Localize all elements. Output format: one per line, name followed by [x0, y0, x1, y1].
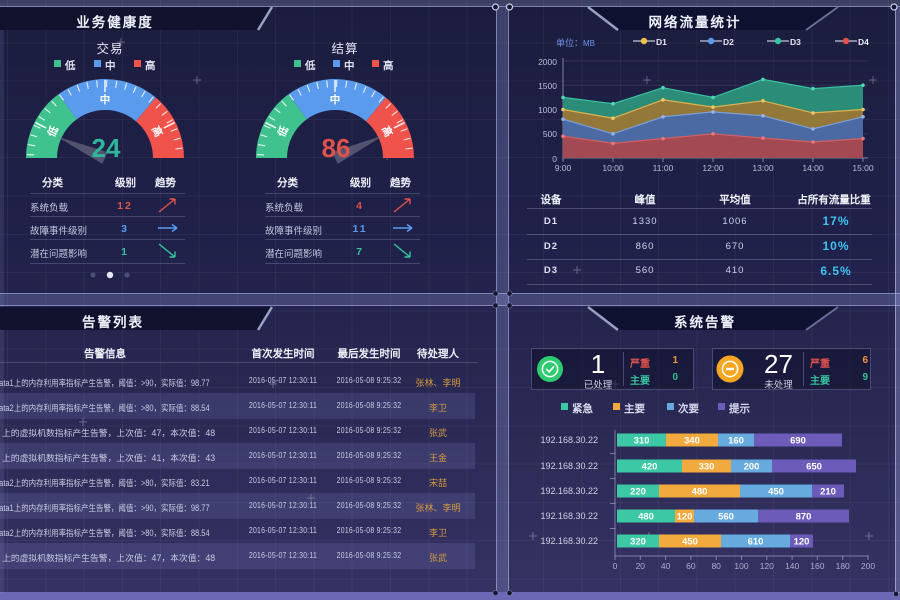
svg-text:450: 450 — [682, 537, 698, 548]
svg-text:中: 中 — [330, 93, 341, 106]
svg-text:450: 450 — [768, 487, 784, 498]
svg-text:210: 210 — [820, 487, 836, 498]
svg-text:650: 650 — [806, 462, 822, 473]
svg-text:120: 120 — [794, 537, 810, 548]
svg-text:160: 160 — [728, 436, 744, 447]
svg-text:340: 340 — [684, 436, 700, 447]
svg-text:220: 220 — [630, 487, 646, 498]
svg-text:200: 200 — [744, 462, 760, 473]
svg-text:310: 310 — [634, 436, 650, 447]
svg-text:870: 870 — [796, 512, 812, 523]
svg-text:610: 610 — [748, 537, 764, 548]
svg-text:560: 560 — [718, 512, 734, 523]
svg-text:480: 480 — [638, 512, 654, 523]
svg-text:420: 420 — [642, 462, 658, 473]
svg-text:480: 480 — [692, 487, 708, 498]
svg-text:320: 320 — [630, 537, 646, 548]
svg-text:中: 中 — [100, 93, 111, 106]
svg-text:120: 120 — [677, 512, 693, 523]
svg-text:690: 690 — [790, 436, 806, 447]
svg-text:330: 330 — [699, 462, 715, 473]
